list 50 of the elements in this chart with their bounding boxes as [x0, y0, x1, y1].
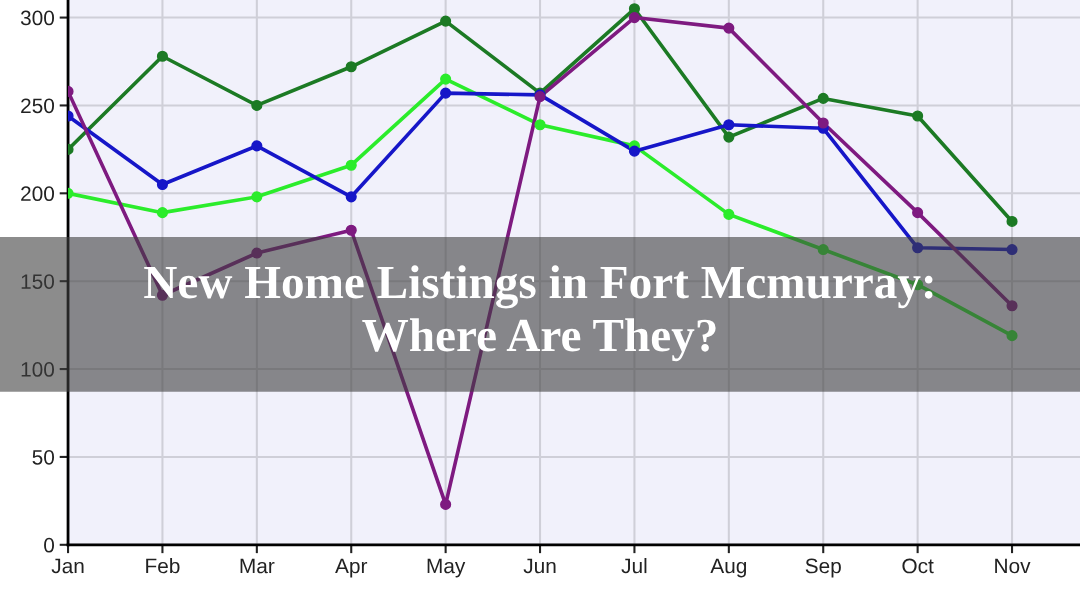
point	[345, 159, 357, 171]
point	[628, 12, 640, 24]
point	[156, 50, 168, 62]
point	[723, 119, 735, 131]
point	[817, 117, 829, 129]
x-tick-label: Nov	[995, 558, 1031, 574]
point	[723, 131, 735, 143]
point	[1006, 330, 1018, 342]
y-tick-label: 0	[44, 537, 55, 553]
point	[156, 178, 168, 191]
point	[440, 15, 452, 27]
point	[345, 61, 357, 73]
x-tick-label: Apr	[335, 558, 368, 578]
point	[345, 224, 357, 236]
x-tick-label: Aug	[710, 558, 747, 578]
point	[723, 208, 735, 220]
x-tick-label: May	[427, 558, 466, 578]
point	[1006, 215, 1018, 227]
x-tick-label: Feb	[146, 557, 180, 574]
x-tick-label: Oct	[902, 558, 934, 574]
x-tick-label: Jan	[51, 558, 84, 574]
point	[251, 191, 263, 203]
point	[912, 110, 924, 122]
x-tick-label: Jun	[523, 558, 556, 574]
point	[440, 87, 452, 99]
point	[440, 73, 452, 85]
point	[912, 242, 924, 254]
point	[440, 498, 452, 510]
point	[534, 119, 546, 131]
point	[628, 145, 640, 157]
y-tick-label: 150	[21, 274, 55, 289]
point	[345, 191, 357, 203]
point	[251, 140, 263, 152]
x-tick-label: Jul	[621, 557, 647, 574]
point	[817, 243, 829, 256]
point	[156, 207, 168, 219]
x-tick-label: Sep	[805, 558, 841, 578]
y-tick-label: 250	[21, 98, 55, 114]
point	[723, 22, 735, 34]
point	[251, 247, 263, 259]
x-tick-label: Mar	[240, 558, 275, 574]
point	[1006, 243, 1018, 256]
point	[817, 92, 829, 104]
point	[251, 99, 263, 112]
y-tick-label: 200	[21, 186, 55, 202]
y-tick-label: 100	[21, 362, 55, 377]
y-tick-label: 50	[32, 449, 55, 465]
y-tick-label: 300	[20, 10, 55, 26]
point	[912, 207, 924, 219]
point	[1006, 300, 1018, 312]
